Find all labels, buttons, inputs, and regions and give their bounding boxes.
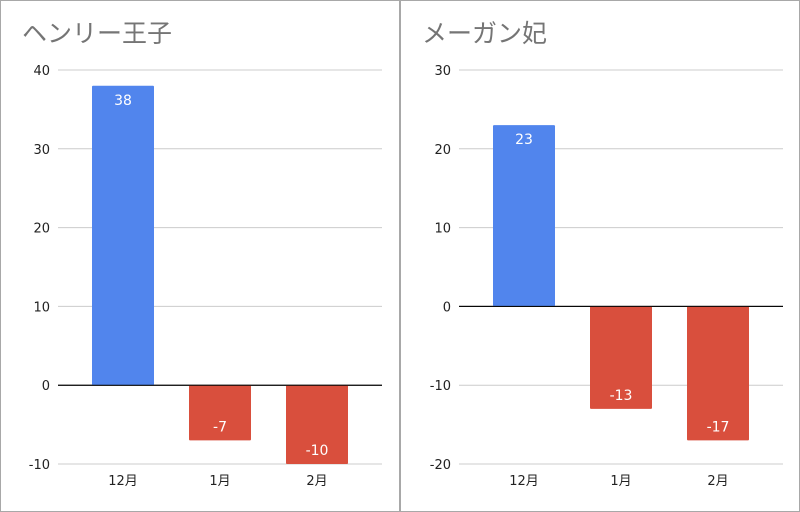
x-tick-label: 12月 (509, 474, 539, 489)
y-tick-label: -10 (29, 458, 50, 473)
y-tick-label: -10 (430, 379, 451, 394)
y-tick-label: 0 (443, 300, 451, 315)
x-tick-label: 1月 (610, 474, 631, 489)
y-tick-label: 10 (33, 300, 50, 315)
bar-data-label: -13 (610, 388, 633, 404)
x-tick-label: 1月 (209, 474, 230, 489)
y-tick-label: -20 (430, 458, 451, 473)
y-tick-label: 20 (33, 222, 50, 237)
chart-meghan: メーガン妃 23 -13 -17 30 20 10 0 -10 -20 12月 1月 2月 (422, 19, 783, 489)
chart-title: ヘンリー王子 (22, 19, 172, 48)
bar (590, 306, 652, 409)
x-axis: 12月 1月 2月 (509, 474, 728, 489)
bars: 23 -13 -17 (459, 125, 783, 441)
bar (493, 125, 555, 307)
bar-data-label: -7 (213, 419, 227, 435)
panel-divider (399, 0, 401, 512)
bar-data-label: -10 (306, 443, 329, 459)
y-axis: 40 30 20 10 0 -10 (29, 64, 50, 473)
x-tick-label: 2月 (707, 474, 728, 489)
y-tick-label: 10 (434, 222, 451, 237)
bar-data-label: 23 (515, 132, 533, 148)
y-tick-label: 30 (33, 143, 50, 158)
chart-title: メーガン妃 (422, 19, 547, 48)
y-tick-label: 20 (434, 143, 451, 158)
bar (687, 306, 749, 441)
bars: 38 -7 -10 (58, 85, 382, 464)
bar (189, 385, 251, 441)
x-tick-label: 2月 (306, 474, 327, 489)
y-axis: 30 20 10 0 -10 -20 (430, 64, 451, 473)
x-tick-label: 12月 (108, 474, 138, 489)
bar-data-label: -17 (707, 419, 730, 435)
bar-data-label: 38 (114, 93, 132, 109)
y-tick-label: 30 (434, 64, 451, 79)
chart-henry: ヘンリー王子 38 -7 -10 40 30 20 10 0 -10 12月 1月 2月 (22, 19, 382, 489)
y-tick-label: 0 (42, 379, 50, 394)
bar (92, 85, 154, 386)
y-tick-label: 40 (33, 64, 50, 79)
x-axis: 12月 1月 2月 (108, 474, 327, 489)
bar (286, 385, 348, 464)
